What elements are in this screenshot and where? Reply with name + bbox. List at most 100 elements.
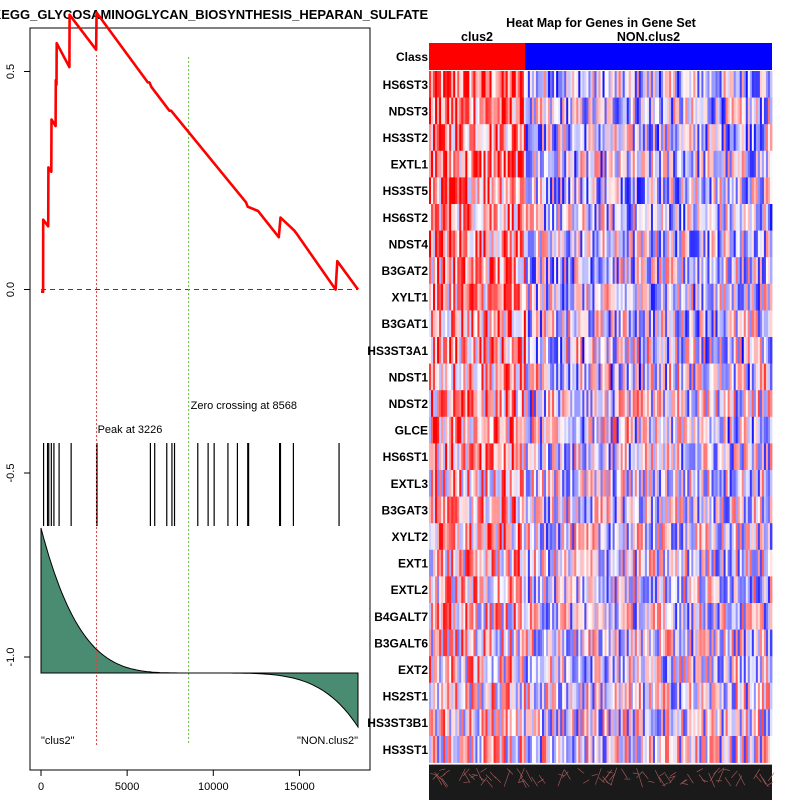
- heatmap-cell: [539, 709, 543, 737]
- heatmap-cell: [751, 576, 755, 604]
- heatmap-cell: [564, 416, 567, 444]
- heatmap-cell: [439, 576, 442, 604]
- heatmap-cell: [644, 709, 648, 737]
- heatmap-cell: [693, 71, 696, 98]
- heatmap-cell: [669, 736, 672, 763]
- heatmap-cell: [483, 496, 486, 524]
- heatmap-cell: [735, 629, 739, 657]
- heatmap-cell: [576, 682, 579, 710]
- heatmap-cell: [624, 150, 628, 178]
- heatmap-cell: [713, 443, 716, 471]
- heatmap-cell: [501, 204, 505, 231]
- heatmap-cell: [675, 71, 678, 98]
- heatmap-cell: [447, 257, 450, 285]
- heatmap-cell: [624, 257, 628, 285]
- heatmap-cell: [673, 709, 676, 737]
- heatmap-cell: [713, 682, 716, 710]
- heatmap-cell: [453, 549, 456, 577]
- heatmap-cell: [638, 390, 642, 418]
- heatmap-cell: [431, 682, 434, 710]
- heatmap-cell: [739, 576, 743, 604]
- heatmap-cell: [594, 496, 597, 524]
- heatmap-cell: [608, 177, 611, 205]
- heatmap-cell: [515, 629, 519, 657]
- heatmap-cell: [656, 310, 660, 338]
- heatmap-cell: [753, 150, 757, 178]
- heatmap-cell: [719, 603, 722, 630]
- heatmap-cell: [628, 656, 632, 684]
- heatmap-cell: [501, 656, 505, 684]
- heatmap-cell: [445, 416, 448, 444]
- heatmap-cell: [479, 443, 482, 471]
- heatmap-cell: [429, 124, 432, 152]
- heatmap-cell: [447, 310, 450, 338]
- heatmap-cell: [511, 443, 515, 471]
- heatmap-cell: [636, 97, 640, 125]
- heatmap-cell: [437, 496, 440, 524]
- heatmap-cell: [741, 603, 745, 630]
- heatmap-cell: [568, 97, 571, 125]
- heatmap-cell: [594, 736, 597, 763]
- heatmap-cell: [513, 124, 517, 152]
- class-row-label: Class: [396, 50, 428, 64]
- heatmap-cell: [646, 390, 650, 418]
- heatmap-cell: [761, 97, 765, 125]
- heatmap-cell: [717, 310, 720, 338]
- heatmap-cell: [739, 310, 743, 338]
- heatmap-cell: [507, 257, 511, 285]
- gene-label: B3GAT1: [382, 317, 429, 331]
- heatmap-cell: [558, 257, 561, 285]
- heatmap-cell: [473, 656, 476, 684]
- heatmap-cell: [751, 682, 755, 710]
- heatmap-cell: [755, 310, 759, 338]
- heatmap-cell: [687, 230, 690, 258]
- heatmap-cell: [673, 603, 676, 630]
- heatmap-cell: [638, 416, 642, 444]
- heatmap-cell: [757, 576, 761, 604]
- heatmap-cell: [469, 629, 472, 657]
- heatmap-cell: [519, 523, 523, 551]
- heatmap-cell: [705, 337, 708, 364]
- heatmap-cell: [729, 230, 733, 258]
- heatmap-cell: [479, 682, 482, 710]
- heatmap-cell: [499, 310, 503, 338]
- heatmap-cell: [731, 204, 735, 231]
- heatmap-cell: [622, 603, 626, 630]
- heatmap-cell: [741, 523, 745, 551]
- heatmap-cell: [687, 629, 690, 657]
- heatmap-cell: [439, 443, 442, 471]
- heatmap-cell: [721, 230, 724, 258]
- heatmap-cell: [683, 682, 686, 710]
- heatmap-cell: [723, 709, 726, 737]
- heatmap-cell: [725, 230, 729, 258]
- heatmap-cell: [755, 709, 759, 737]
- heatmap-cell: [475, 443, 478, 471]
- heatmap-cell: [477, 709, 480, 737]
- heatmap-cell: [685, 416, 688, 444]
- heatmap-cell: [755, 257, 759, 285]
- heatmap-cell: [634, 337, 638, 364]
- heatmap-cell: [517, 337, 521, 364]
- heatmap-cell: [675, 124, 678, 152]
- heatmap-cell: [652, 283, 656, 311]
- heatmap-cell: [628, 603, 632, 630]
- heatmap-cell: [489, 177, 492, 205]
- heatmap-cell: [449, 629, 452, 657]
- heatmap-cell: [745, 709, 749, 737]
- heatmap-cell: [517, 283, 521, 311]
- heatmap-cell: [725, 736, 729, 763]
- heatmap-cell: [763, 603, 767, 630]
- heatmap-cell: [497, 709, 501, 737]
- footer-strip-mark: [440, 777, 447, 788]
- heatmap-cell: [719, 656, 722, 684]
- heatmap-cell: [568, 124, 571, 152]
- heatmap-cell: [751, 523, 755, 551]
- heatmap-cell: [665, 71, 668, 98]
- heatmap-cell: [646, 230, 650, 258]
- heatmap-cell: [767, 682, 771, 710]
- heatmap-cell: [620, 603, 624, 630]
- heatmap-cell: [741, 283, 745, 311]
- heatmap-cell: [531, 603, 535, 630]
- heatmap-cell: [548, 709, 551, 737]
- heatmap-cell: [618, 443, 622, 471]
